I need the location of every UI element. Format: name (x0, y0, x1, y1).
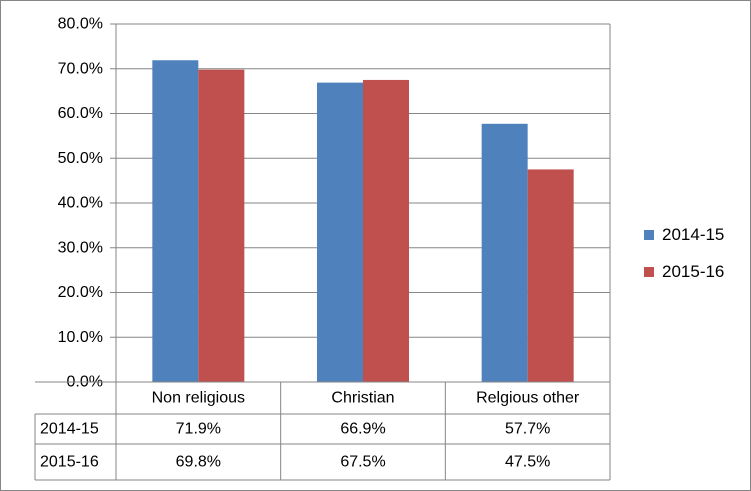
y-tick-label: 20.0% (58, 284, 103, 301)
table-cell-value: 71.9% (176, 421, 221, 438)
bar-2014-15-christian (317, 82, 363, 382)
legend-swatch (644, 266, 654, 277)
y-tick-label: 30.0% (58, 239, 103, 256)
category-label: Non religious (152, 390, 245, 407)
legend-label: 2014-15 (662, 224, 725, 244)
legend: 2014-15 2015-16 (644, 216, 724, 290)
table-cell-value: 47.5% (505, 454, 550, 471)
y-tick-label: 60.0% (58, 105, 103, 122)
bar-2014-15-relgious-other (481, 123, 528, 382)
category-label: Christian (331, 390, 394, 407)
legend-label: 2015-16 (662, 261, 725, 281)
legend-item: 2014-15 (644, 216, 724, 253)
category-label: Relgious other (476, 390, 580, 407)
bar-2015-16-non-religious (198, 69, 245, 383)
bar-2015-16-christian (363, 79, 409, 382)
table-row-header: 2014-15 (40, 421, 99, 438)
bar-2014-15-non-religious (152, 60, 199, 383)
y-tick-label: 50.0% (58, 150, 103, 167)
table-cell-value: 66.9% (340, 421, 385, 438)
y-tick-label: 10.0% (58, 329, 103, 346)
table-cell-value: 69.8% (176, 454, 221, 471)
y-tick-label: 40.0% (58, 195, 103, 212)
bar-2015-16-relgious-other (527, 169, 574, 382)
legend-item: 2015-16 (644, 253, 724, 290)
table-cell-value: 57.7% (505, 421, 550, 438)
y-tick-label: 80.0% (58, 16, 103, 33)
y-tick-label: 70.0% (58, 60, 103, 77)
table-cell-value: 67.5% (340, 454, 385, 471)
table-row-header: 2015-16 (40, 454, 99, 471)
legend-swatch (644, 229, 654, 240)
